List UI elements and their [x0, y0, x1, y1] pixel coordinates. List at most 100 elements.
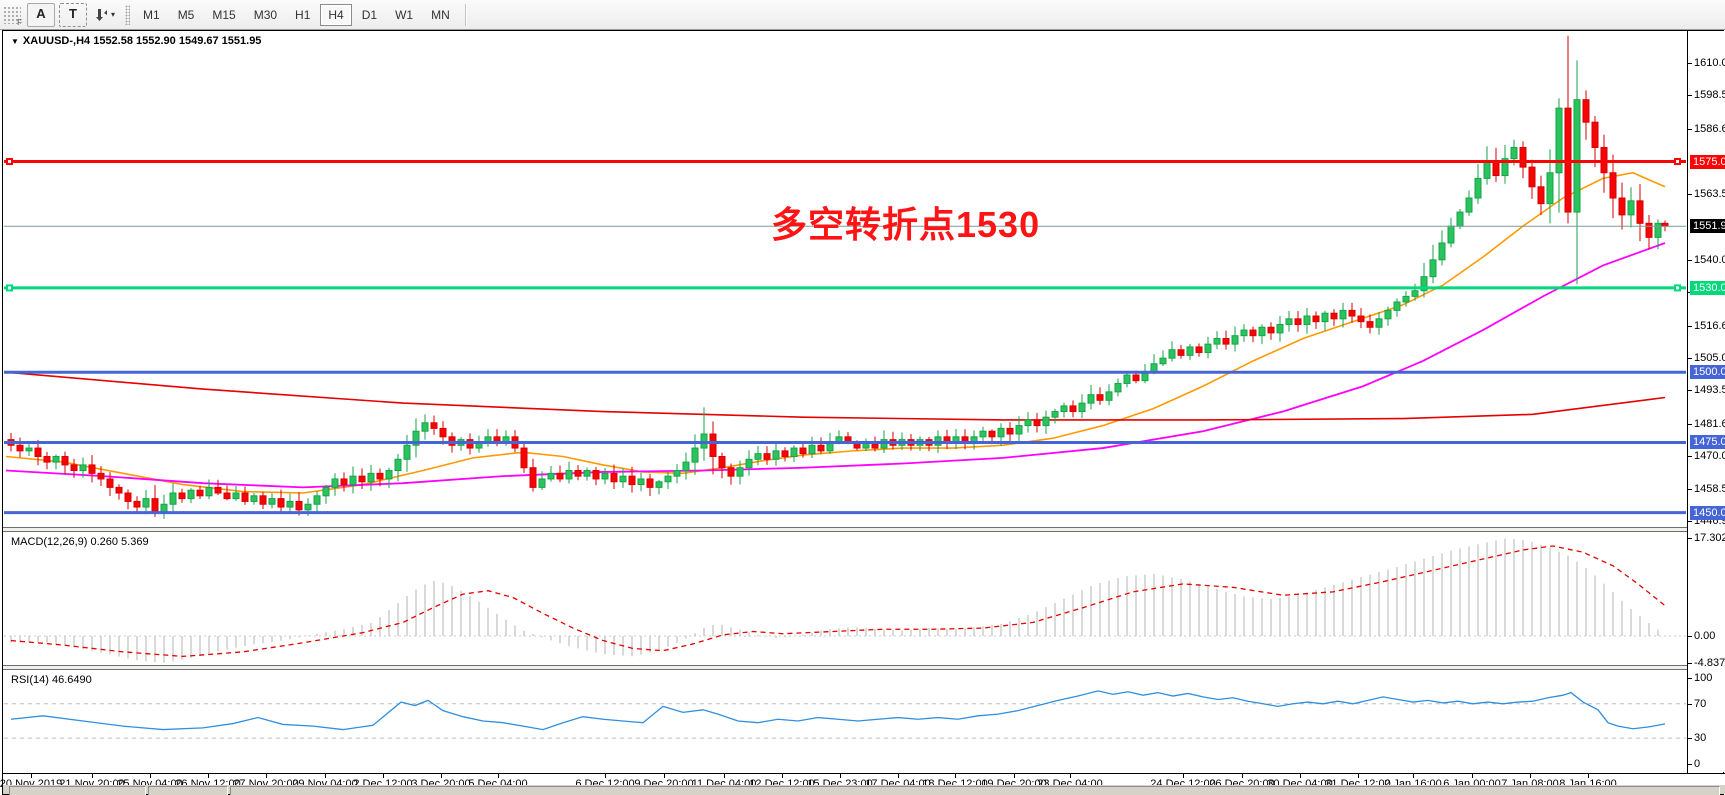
- timeframe-button-m15[interactable]: M15: [212, 7, 236, 22]
- time-tick: [840, 774, 841, 778]
- timeframe-button-m1[interactable]: M1: [143, 7, 160, 22]
- toolbar-separator-grip[interactable]: [125, 4, 131, 25]
- time-tick: [1242, 774, 1243, 778]
- candle: [1465, 190, 1473, 216]
- candle: [169, 483, 177, 512]
- current-price-label: 1551.95: [1690, 219, 1725, 234]
- timeframe-button-m30[interactable]: M30: [253, 7, 278, 22]
- price-label-1575.00: 1575.00: [1690, 154, 1725, 169]
- candle: [403, 435, 411, 472]
- candle: [682, 452, 690, 480]
- toolbar-separator: [464, 3, 467, 26]
- candle: [475, 435, 483, 453]
- candle: [538, 471, 546, 491]
- toolbar-grip-icon[interactable]: F: [3, 5, 22, 27]
- candle: [1015, 416, 1023, 443]
- timeframe-button-w1[interactable]: W1: [395, 7, 414, 22]
- axis-tick: [1688, 456, 1692, 458]
- candle: [214, 479, 222, 496]
- candle: [178, 488, 186, 503]
- candle: [664, 471, 672, 489]
- candle: [637, 472, 645, 492]
- candle: [1474, 164, 1482, 204]
- candle: [862, 438, 870, 452]
- candle: [1438, 230, 1446, 266]
- text-tool-button[interactable]: T: [59, 2, 87, 27]
- candle: [1186, 343, 1194, 361]
- candle: [1519, 141, 1527, 179]
- cursor-tool-dropdown[interactable]: ▾: [91, 3, 119, 27]
- status-bar-segment-1: [9, 786, 146, 795]
- candle: [772, 443, 780, 466]
- timeframe-button-m5[interactable]: M5: [177, 7, 195, 22]
- candle: [1105, 384, 1113, 406]
- price-tick-label: 1586.60: [1694, 122, 1725, 135]
- candle: [250, 493, 258, 505]
- main-price-chart-canvas[interactable]: [4, 32, 1686, 527]
- timeframe-button-h4[interactable]: H4: [320, 3, 352, 26]
- pane-splitter-macd[interactable]: [3, 527, 1725, 532]
- axis-tick: [1688, 193, 1692, 195]
- time-tick: [664, 774, 665, 778]
- timeframe-button-h1[interactable]: H1: [295, 7, 311, 22]
- candle: [1060, 402, 1068, 418]
- candle: [943, 429, 951, 450]
- time-tick: [92, 774, 93, 778]
- macd-indicator-canvas[interactable]: [4, 532, 1686, 665]
- pane-splitter-rsi[interactable]: [3, 665, 1725, 670]
- candle: [961, 429, 969, 450]
- candle: [61, 451, 69, 475]
- time-tick: [955, 774, 956, 778]
- rsi-axis-tick: [1688, 703, 1692, 705]
- candle: [1042, 410, 1050, 434]
- candle: [1240, 324, 1248, 342]
- timeframe-button-d1[interactable]: D1: [361, 7, 378, 22]
- axis-tick: [1688, 128, 1692, 130]
- arrow-text-a-button[interactable]: A: [27, 2, 55, 27]
- candle: [781, 447, 789, 462]
- candle: [115, 484, 123, 500]
- candle: [70, 458, 78, 478]
- macd-axis-tick: [1688, 636, 1692, 637]
- candle: [1501, 144, 1509, 184]
- price-axis[interactable]: 1610.051598.501586.601563.501540.051528.…: [1688, 31, 1725, 772]
- candle: [88, 455, 96, 483]
- candle: [592, 466, 600, 486]
- time-tick: [1413, 774, 1414, 778]
- axis-tick: [1688, 63, 1692, 65]
- candle: [268, 493, 276, 509]
- rsi-indicator-canvas[interactable]: [4, 670, 1686, 773]
- price-tick-label: 1563.50: [1694, 187, 1725, 200]
- candle: [133, 496, 141, 514]
- candle: [1573, 60, 1581, 285]
- candle: [1177, 344, 1185, 359]
- candle: [187, 488, 195, 504]
- candle: [52, 454, 60, 470]
- candle: [1222, 330, 1230, 350]
- candle: [808, 436, 816, 459]
- candle: [1204, 336, 1212, 359]
- chart-annotation-text[interactable]: 多空转折点1530: [771, 204, 1041, 245]
- macd-label: MACD(12,26,9) 0.260 5.369: [11, 536, 149, 548]
- candle: [1645, 215, 1653, 250]
- symbol-dropdown-triangle-icon[interactable]: ▼: [11, 36, 19, 46]
- timeframe-button-mn[interactable]: MN: [431, 7, 450, 22]
- candle: [16, 437, 24, 458]
- candle: [709, 421, 717, 475]
- candle: [1429, 244, 1437, 284]
- candle: [1357, 308, 1365, 329]
- time-tick: [724, 774, 725, 778]
- rsi-axis-label: 100: [1694, 671, 1713, 684]
- candle: [1375, 312, 1383, 335]
- candle: [430, 415, 438, 435]
- candle: [394, 453, 402, 482]
- candle: [196, 485, 204, 499]
- timeframe-button-group: M1 M5 M15 M30 H1 H4 D1 W1 MN: [134, 3, 459, 26]
- candle: [790, 445, 798, 462]
- candle: [412, 418, 420, 458]
- toolbar: F A T ▾ M1 M5 M15 M30 H1 H4 D1 W1 MN: [0, 0, 1725, 30]
- candle: [331, 473, 339, 496]
- candle: [1600, 134, 1608, 193]
- macd-axis-tick: [1688, 538, 1692, 540]
